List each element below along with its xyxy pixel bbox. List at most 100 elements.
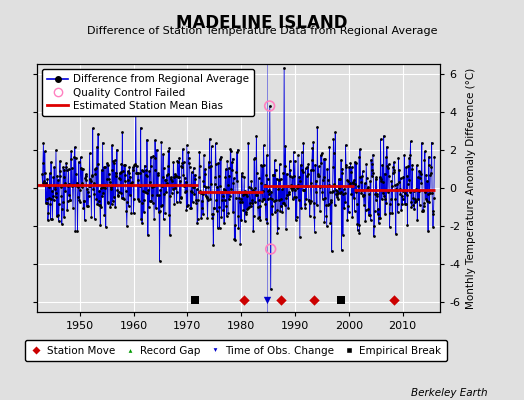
Point — [331, 202, 339, 208]
Point — [402, 192, 411, 198]
Point — [198, 198, 206, 204]
Point — [146, 179, 154, 186]
Point — [92, 196, 101, 202]
Point — [298, 186, 307, 193]
Point — [335, 190, 344, 196]
Point — [242, 191, 250, 198]
Point — [177, 195, 185, 202]
Point — [49, 174, 58, 181]
Point — [256, 216, 265, 223]
Point — [116, 169, 125, 175]
Point — [252, 192, 260, 198]
Point — [296, 234, 304, 240]
Point — [351, 181, 359, 187]
Point — [116, 176, 124, 182]
Point — [56, 158, 64, 164]
Point — [99, 190, 107, 196]
Point — [103, 160, 111, 166]
Point — [222, 166, 230, 172]
Point — [206, 196, 214, 202]
Point — [329, 136, 337, 143]
Point — [263, 152, 271, 158]
Point — [61, 187, 70, 194]
Point — [196, 189, 205, 196]
Point — [378, 190, 387, 196]
Point — [152, 182, 160, 188]
Point — [152, 146, 161, 153]
Point — [307, 167, 315, 173]
Point — [234, 225, 243, 231]
Point — [424, 162, 433, 168]
Point — [78, 166, 86, 172]
Point — [57, 192, 66, 199]
Point — [314, 163, 323, 170]
Point — [357, 179, 365, 185]
Point — [245, 204, 254, 210]
Point — [377, 176, 385, 182]
Point — [328, 248, 336, 254]
Point — [262, 171, 270, 178]
Point — [187, 205, 195, 212]
Point — [304, 161, 312, 167]
Point — [96, 202, 104, 208]
Point — [369, 170, 378, 176]
Point — [413, 174, 422, 180]
Point — [341, 198, 350, 205]
Point — [360, 192, 368, 199]
Point — [109, 158, 117, 164]
Point — [320, 156, 328, 162]
Point — [167, 176, 176, 182]
Point — [175, 154, 183, 161]
Point — [111, 203, 119, 210]
Point — [309, 166, 317, 173]
Point — [185, 164, 194, 170]
Point — [43, 217, 52, 223]
Point — [70, 154, 78, 160]
Point — [372, 197, 380, 203]
Point — [275, 177, 283, 184]
Point — [50, 197, 58, 204]
Point — [423, 190, 432, 197]
Point — [172, 173, 180, 179]
Point — [286, 172, 294, 179]
Point — [419, 203, 428, 209]
Point — [177, 194, 185, 200]
Point — [168, 178, 176, 184]
Point — [239, 296, 248, 303]
Point — [180, 174, 189, 181]
Point — [394, 201, 402, 207]
Point — [58, 221, 66, 227]
Point — [122, 188, 130, 194]
Point — [411, 199, 419, 206]
Point — [62, 164, 70, 170]
Point — [67, 156, 75, 162]
Point — [302, 196, 310, 202]
Point — [56, 173, 64, 180]
Point — [283, 192, 291, 198]
Point — [84, 188, 92, 195]
Point — [168, 182, 177, 188]
Point — [47, 159, 55, 165]
Point — [119, 194, 127, 201]
Point — [282, 194, 291, 201]
Point — [86, 182, 94, 189]
Point — [145, 168, 154, 175]
Point — [269, 172, 277, 178]
Point — [154, 170, 162, 176]
Point — [313, 202, 321, 208]
Point — [81, 217, 89, 223]
Point — [303, 164, 312, 170]
Point — [48, 188, 56, 195]
Point — [182, 178, 190, 185]
Point — [144, 232, 152, 238]
Point — [216, 183, 225, 190]
Point — [300, 187, 309, 193]
Point — [260, 162, 268, 168]
Point — [41, 170, 49, 176]
Point — [266, 195, 275, 202]
Point — [397, 192, 406, 199]
Point — [135, 198, 143, 204]
Point — [80, 198, 89, 204]
Point — [143, 136, 151, 143]
Point — [155, 209, 163, 216]
